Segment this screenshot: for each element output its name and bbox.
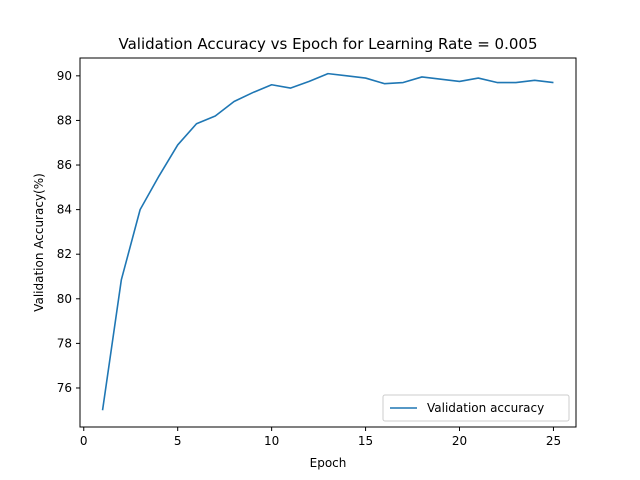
- series-line-validation-accuracy: [101, 72, 554, 411]
- x-tick-label: 20: [452, 434, 467, 448]
- legend-label-validation-accuracy: Validation accuracy: [427, 401, 544, 415]
- x-axis: 0 5 10 15 20 25: [80, 427, 561, 448]
- y-tick-label: 82: [57, 247, 72, 261]
- y-tick-label: 90: [57, 69, 72, 83]
- y-tick-label: 78: [57, 336, 72, 350]
- plot-area: [79, 57, 577, 428]
- x-tick-label: 0: [80, 434, 88, 448]
- legend: Validation accuracy: [382, 394, 570, 422]
- x-tick-label: 25: [546, 434, 561, 448]
- chart-title: Validation Accuracy vs Epoch for Learnin…: [119, 35, 538, 53]
- legend-box: [382, 394, 570, 422]
- y-axis-label: Validation Accuracy(%): [32, 173, 46, 312]
- y-tick-label: 80: [57, 292, 72, 306]
- x-tick-label: 15: [358, 434, 373, 448]
- y-tick-label: 76: [57, 381, 72, 395]
- y-tick-label: 88: [57, 113, 72, 127]
- x-tick-label: 10: [264, 434, 279, 448]
- series-points: [103, 74, 554, 411]
- y-tick-label: 86: [57, 158, 72, 172]
- x-axis-label: Epoch: [310, 456, 347, 470]
- y-axis: 76 78 80 82 84 86 88 90: [57, 69, 80, 395]
- x-tick-label: 5: [174, 434, 182, 448]
- y-tick-label: 84: [57, 203, 72, 217]
